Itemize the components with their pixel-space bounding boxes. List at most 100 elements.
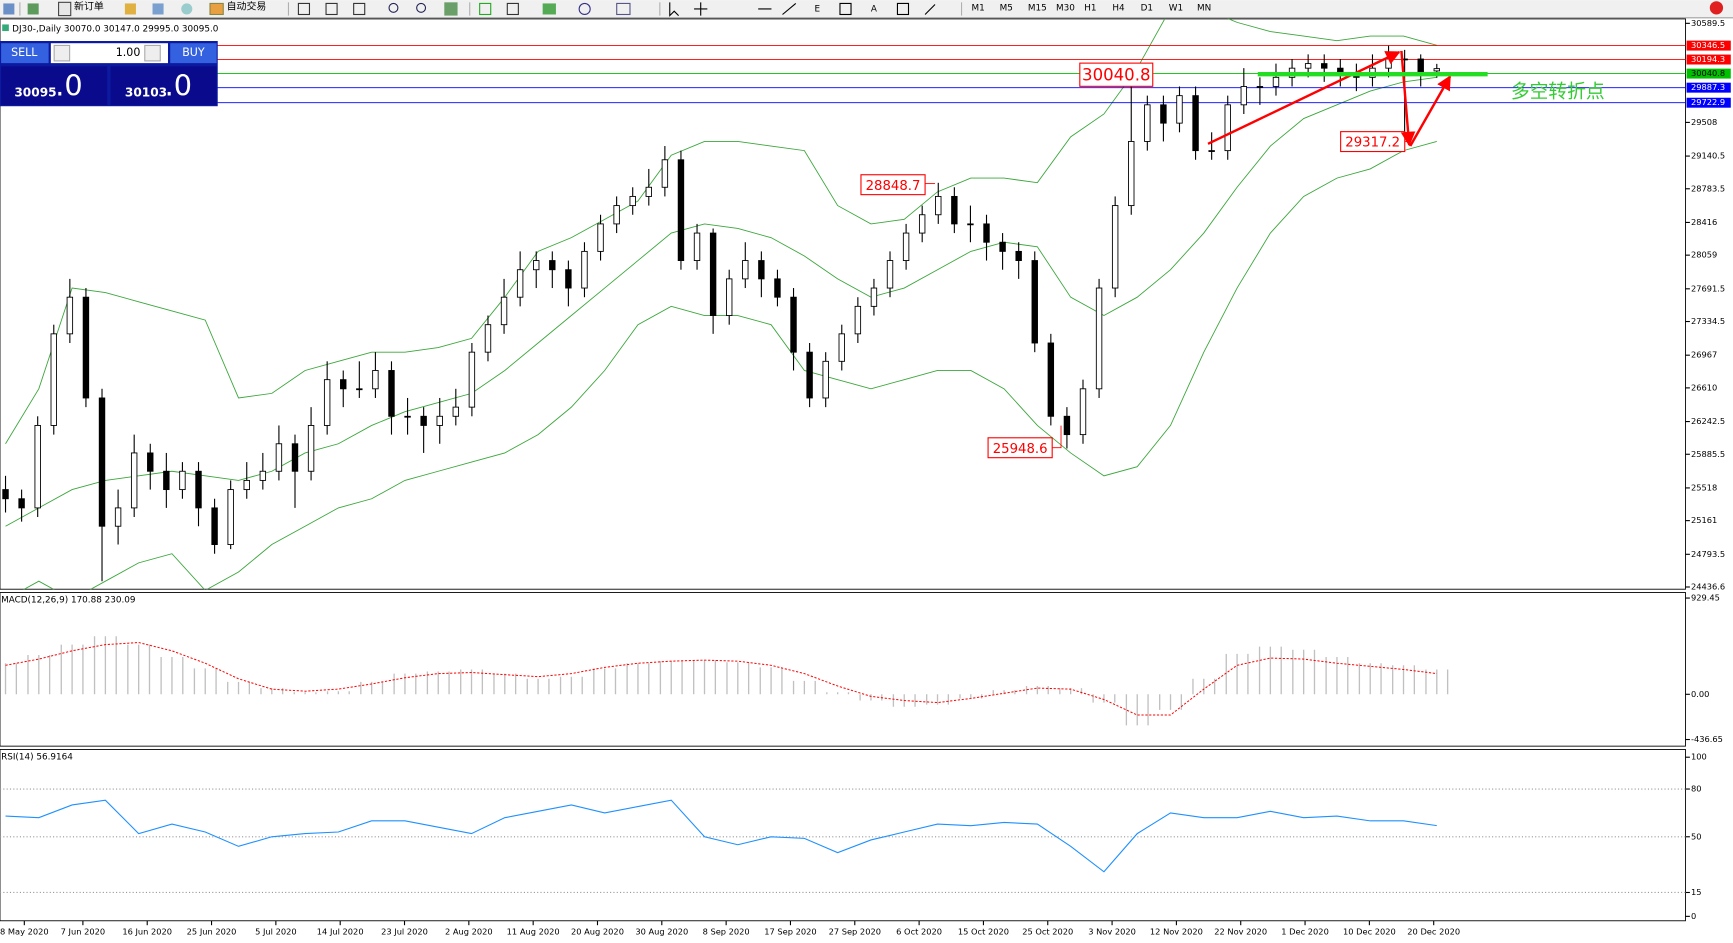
level-tag [1686,68,1731,79]
candle-body [1176,95,1183,124]
candle-body [549,260,556,271]
candle-body [902,232,910,261]
candle-body [1433,68,1441,72]
buy-button[interactable] [170,43,217,64]
candle-body [1192,95,1199,152]
candle-body [211,507,218,545]
candle-body [806,351,813,399]
candle-body [420,415,427,426]
candle-body [951,195,958,225]
ask-tail: .0 [165,68,192,102]
candle-body [1224,104,1231,152]
candle-body [275,443,283,472]
level-label: 30040.8 [1691,68,1725,78]
candle-body [452,406,460,417]
x-tick-label: 27 Sep 2020 [829,926,881,936]
y-tick-label: 15 [1691,887,1702,897]
candle-body [1385,58,1392,69]
level-tag [1686,82,1731,93]
bollinger-lower [23,141,1437,590]
candle-body [18,498,25,509]
candle-body [918,214,926,234]
symbol-icon [2,24,9,32]
candle-body [725,278,733,316]
candle-body [581,250,588,289]
candle-body [1111,205,1119,289]
candle-body [935,195,942,216]
candle-body [1240,86,1248,106]
y-tick-label: -436.65 [1691,734,1723,744]
y-tick-label: 26242.5 [1691,416,1725,426]
candle-body [98,397,106,527]
axes: 30589.5 29508 29140.5 28783.5 28416 28059 2769… [0,18,1731,936]
candle-body [291,443,299,472]
level-tag [1686,40,1731,51]
candle-body [259,470,267,481]
timeframe-button[interactable]: M15 [1028,3,1047,13]
drawn-objects [1207,50,1452,147]
toolbar-icons: E A [3,1,1724,17]
annotation-label: 30040.8 [1082,65,1151,84]
volume-input[interactable] [50,43,168,64]
candle-body [533,260,540,271]
x-tick-label: 6 Oct 2020 [896,926,942,936]
y-tick-label: 25161 [1691,515,1717,525]
timeframe-button[interactable]: H4 [1112,3,1125,13]
ask-box[interactable] [110,66,217,106]
x-tick-label: 8 May 2020 [0,926,49,936]
turning-note: 多空转折点 [1511,80,1605,102]
candle-body [372,370,379,390]
timeframe-button[interactable]: M30 [1056,3,1075,13]
y-tick-label: 28416 [1691,217,1717,227]
y-tick-label: 28783.5 [1691,183,1725,193]
candle-body [1128,141,1135,207]
candle-body [1095,287,1103,390]
candle-body [468,351,476,408]
candle-body [34,425,41,509]
timeframe-button[interactable]: D1 [1141,3,1153,13]
candle-body [484,324,492,353]
x-tick-label: 16 Jun 2020 [122,926,172,936]
sell-button[interactable] [1,43,49,64]
timeframe-button[interactable]: W1 [1169,3,1183,13]
y-tick-label: 25885.5 [1691,449,1725,459]
annotation-leader [1052,425,1062,449]
volume-value: 1.00 [116,46,141,59]
level-label: 30194.3 [1691,54,1725,64]
bollinger-upper [5,18,1437,445]
new-order-button[interactable]: 新订单 [74,0,104,13]
y-tick-label: 26967 [1691,350,1717,360]
candle-body [597,223,604,252]
level-label: 29887.3 [1691,82,1725,92]
candle-body [1079,388,1087,436]
candle-body [436,415,443,426]
sell-label: SELL [11,46,38,59]
y-tick-label: 0.00 [1691,689,1709,699]
timeframe-button[interactable]: M1 [971,3,984,13]
candle-body [114,507,122,527]
y-tick-label: 0 [1691,911,1696,921]
ask-main: 30103 [125,85,167,99]
auto-trade-button[interactable]: 自动交易 [227,0,267,13]
annotation-box [1079,62,1154,87]
bid-box[interactable] [1,66,108,106]
annotation-label: 29317.2 [1345,136,1400,151]
candle-body [1047,342,1055,417]
candle-body [356,388,363,391]
candle-body [1031,260,1038,344]
timeframe-button[interactable]: MN [1197,3,1211,13]
candle-body [323,379,331,426]
candle-body [822,360,829,399]
x-tick-label: 20 Aug 2020 [571,926,624,936]
candle-body [1063,415,1071,436]
x-tick-label: 3 Nov 2020 [1088,926,1136,936]
candle-body [613,205,620,225]
candle-body [227,489,234,545]
candle-body [130,452,138,509]
candle-body [179,470,186,491]
candle-body [629,195,636,207]
timeframe-button[interactable]: H1 [1084,3,1096,13]
x-tick-label: 7 Jun 2020 [61,926,105,936]
timeframe-button[interactable]: M5 [1000,3,1013,13]
candle-body [340,379,347,390]
